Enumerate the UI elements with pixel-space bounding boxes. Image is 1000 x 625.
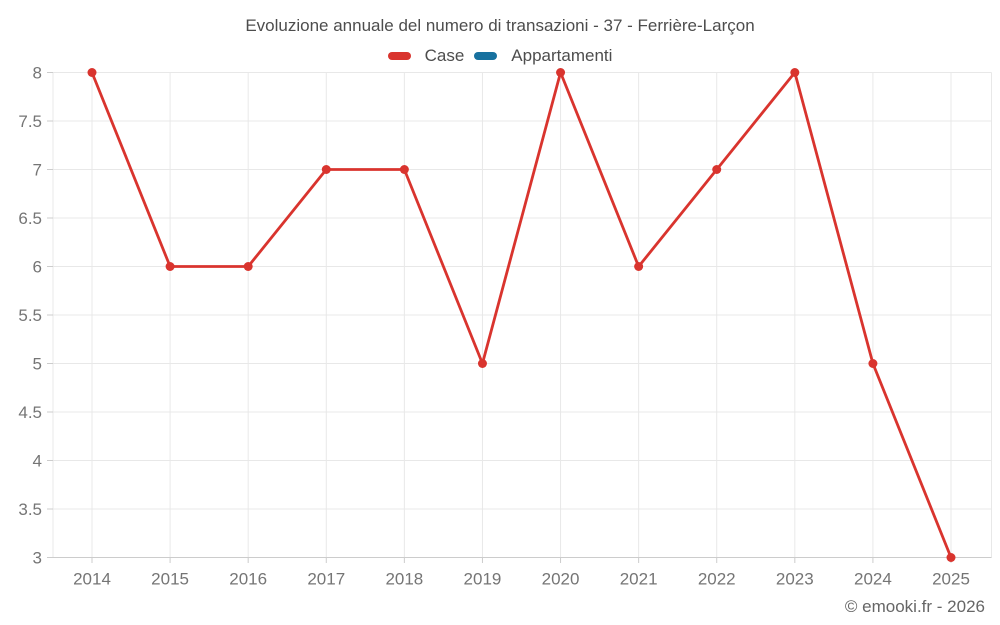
y-tick-label: 7.5 — [18, 112, 42, 131]
y-tick-label: 6.5 — [18, 209, 42, 228]
legend-swatch-case — [387, 52, 411, 60]
y-tick-label: 4.5 — [18, 403, 42, 422]
x-tick-label: 2018 — [385, 570, 423, 589]
data-point-2014[interactable] — [87, 68, 97, 77]
x-tick-label: 2014 — [73, 570, 111, 589]
y-tick-label: 3 — [33, 549, 42, 568]
data-point-2016[interactable] — [243, 262, 253, 271]
axis-and-ticks — [47, 72, 992, 563]
series-line-case — [90, 71, 953, 559]
data-point-2019[interactable] — [477, 359, 487, 368]
y-tick-label: 5 — [33, 355, 42, 374]
data-point-2024[interactable] — [868, 359, 878, 368]
gridlines — [52, 72, 992, 558]
y-tick-label: 3.5 — [18, 500, 42, 519]
data-point-2015[interactable] — [165, 262, 175, 271]
legend-item-case[interactable]: Case — [387, 46, 465, 66]
data-point-2020[interactable] — [556, 68, 566, 77]
y-tick-label: 7 — [33, 161, 42, 180]
legend-label-appartamenti: Appartamenti — [511, 46, 613, 65]
x-tick-label: 2019 — [464, 570, 502, 589]
y-tick-label: 6 — [33, 258, 42, 277]
series-points-case — [87, 68, 956, 562]
x-tick-label: 2015 — [151, 570, 189, 589]
x-tick-label: 2022 — [698, 570, 736, 589]
chart-legend: Case Appartamenti — [0, 46, 1000, 66]
y-tick-label: 4 — [33, 452, 42, 471]
x-tick-label: 2024 — [854, 570, 892, 589]
axis-labels: 2014 2015 2016 2017 2018 2019 2020 2021 2022 2023… — [18, 64, 970, 589]
data-point-2022[interactable] — [712, 165, 722, 174]
x-tick-label: 2025 — [932, 570, 970, 589]
data-point-2018[interactable] — [399, 165, 409, 174]
x-tick-label: 2020 — [542, 570, 580, 589]
legend-label-case: Case — [424, 46, 465, 65]
data-point-2023[interactable] — [790, 68, 800, 77]
y-tick-label: 8 — [33, 64, 42, 83]
x-tick-label: 2021 — [620, 570, 658, 589]
legend-swatch-appartamenti — [474, 52, 498, 60]
legend-item-appartamenti[interactable]: Appartamenti — [474, 46, 612, 66]
x-tick-label: 2016 — [229, 570, 267, 589]
x-tick-label: 2017 — [307, 570, 345, 589]
data-point-2025[interactable] — [946, 553, 956, 562]
y-tick-label: 5.5 — [18, 306, 42, 325]
copyright-footer: © emooki.fr - 2026 — [844, 597, 985, 616]
data-point-2017[interactable] — [321, 165, 331, 174]
data-point-2021[interactable] — [634, 262, 644, 271]
x-tick-label: 2023 — [776, 570, 814, 589]
chart-title: Evoluzione annuale del numero di transaz… — [245, 16, 755, 35]
